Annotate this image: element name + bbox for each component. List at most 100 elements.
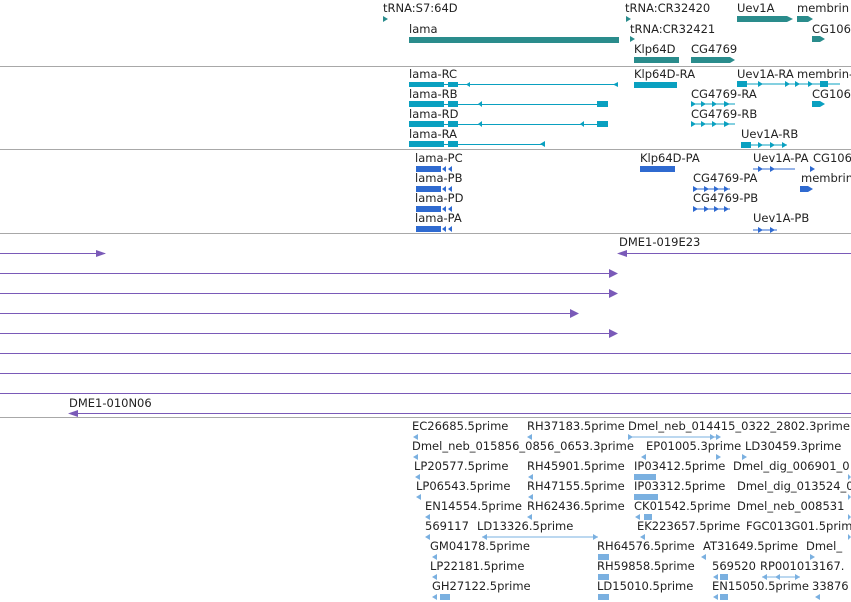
est-EP01005-glyph[interactable] xyxy=(641,454,721,460)
transcript-lama-RC-glyph[interactable] xyxy=(409,82,618,87)
est-label[interactable]: LP20577.5prime xyxy=(414,459,509,473)
protein-Uev1A-PB-glyph[interactable] xyxy=(753,227,777,233)
protein-label[interactable]: CG4769-PB xyxy=(693,191,759,205)
transcript-label[interactable]: lama-RB xyxy=(409,87,458,101)
est-label[interactable]: Dmel_dig_013524_0 xyxy=(737,479,851,493)
est-label[interactable]: RP001013167. xyxy=(760,559,845,573)
gene-Klp64D-bar[interactable] xyxy=(634,57,679,63)
est-label[interactable]: LP22181.5prime xyxy=(430,559,525,573)
est-label[interactable]: 33876 xyxy=(812,579,849,593)
protein-CG106-glyph[interactable] xyxy=(810,166,815,172)
transcript-CG4769-RA-glyph[interactable] xyxy=(691,101,735,107)
est-label[interactable]: LD30459.3prime xyxy=(745,439,842,453)
gene-tRNA-CR32421-glyph[interactable] xyxy=(630,36,635,42)
est-label[interactable]: IP03312.5prime xyxy=(634,479,726,493)
est-EK223657-glyph[interactable] xyxy=(640,534,645,540)
protein-label[interactable]: Klp64D-PA xyxy=(640,151,700,165)
transcript-CG4769-RB-glyph[interactable] xyxy=(691,121,735,127)
transcript-Uev1A-RB-glyph[interactable] xyxy=(741,142,787,148)
protein-lama-PC-glyph[interactable] xyxy=(416,166,452,172)
clone-line-5[interactable] xyxy=(0,329,618,338)
est-RP001013167-glyph[interactable] xyxy=(762,574,800,580)
est-LD15010-glyph[interactable] xyxy=(598,594,609,600)
est-label[interactable]: LD13326.5prime xyxy=(477,519,574,533)
gene-CG4769-bar[interactable] xyxy=(691,57,735,63)
est-label[interactable]: EN15050.5prime xyxy=(712,579,809,593)
est-CK01542-glyph[interactable] xyxy=(635,514,652,520)
est-GM04178-glyph[interactable] xyxy=(432,554,437,560)
protein-label[interactable]: membrin xyxy=(801,171,851,185)
est-label[interactable]: EP01005.3prime xyxy=(646,439,742,453)
protein-lama-PB-glyph[interactable] xyxy=(416,186,452,192)
clone-DME1-010N06-glyph[interactable] xyxy=(68,410,851,417)
protein-lama-PA-glyph[interactable] xyxy=(416,226,452,232)
protein-label[interactable]: CG106 xyxy=(813,151,851,165)
clone-label[interactable]: DME1-019E23 xyxy=(619,235,701,249)
gene-Uev1A-bar[interactable] xyxy=(737,16,793,22)
est-label[interactable]: EN14554.5prime xyxy=(425,499,522,513)
transcript-label[interactable]: lama-RD xyxy=(409,107,459,121)
transcript-label[interactable]: Klp64D-RA xyxy=(634,67,696,81)
transcript-CG106-glyph[interactable] xyxy=(812,101,825,107)
est-AT31649-glyph[interactable] xyxy=(701,554,706,560)
est-label[interactable]: 569117 xyxy=(425,519,469,533)
est-label[interactable]: Dmel_neb_008531 xyxy=(737,499,845,513)
gene-CG106-bar[interactable] xyxy=(812,36,825,42)
protein-label[interactable]: lama-PB xyxy=(415,171,463,185)
protein-label[interactable]: Uev1A-PB xyxy=(753,211,810,225)
est-RH62436-glyph[interactable] xyxy=(527,514,532,520)
est-label[interactable]: GH27122.5prime xyxy=(432,579,531,593)
transcript-label[interactable]: Uev1A-RA xyxy=(737,67,794,81)
clone-DME1-019E23-glyph[interactable] xyxy=(617,250,851,257)
gene-membrin-bar[interactable] xyxy=(797,16,813,22)
protein-CG4769-PA-glyph[interactable] xyxy=(693,186,730,192)
gene-label[interactable]: CG4769 xyxy=(691,42,738,56)
gene-label[interactable]: CG106 xyxy=(812,22,851,36)
protein-label[interactable]: lama-PD xyxy=(415,191,464,205)
est-label[interactable]: RH64576.5prime xyxy=(597,539,695,553)
est-RH37183-glyph[interactable] xyxy=(527,434,532,440)
clone-label[interactable]: DME1-010N06 xyxy=(69,396,152,410)
est-label[interactable]: Dmel_ xyxy=(806,539,843,553)
est-label[interactable]: EC26685.5prime xyxy=(412,419,509,433)
est-LP20577-glyph[interactable] xyxy=(415,474,420,480)
est-label[interactable]: RH47155.5prime xyxy=(527,479,625,493)
transcript-label[interactable]: Uev1A-RB xyxy=(741,127,799,141)
protein-Klp64D-PA-glyph[interactable] xyxy=(640,166,675,172)
est-label[interactable]: LD15010.5prime xyxy=(597,579,694,593)
gene-label[interactable]: Klp64D xyxy=(634,42,676,56)
gene-label[interactable]: tRNA:CR32421 xyxy=(630,22,716,36)
est-RH47155-glyph[interactable] xyxy=(528,494,533,500)
est-EN14554-glyph[interactable] xyxy=(425,514,430,520)
gene-tRNA-CR32420-glyph[interactable] xyxy=(626,16,631,22)
est-RH45901-glyph[interactable] xyxy=(528,474,533,480)
est-LP06543-glyph[interactable] xyxy=(416,494,421,500)
est-label[interactable]: FGC013G01.5prim xyxy=(746,519,851,533)
est-EC26685-glyph[interactable] xyxy=(413,434,418,440)
est-33876-glyph[interactable] xyxy=(815,594,820,600)
est-Dmel-neb-014415-glyph[interactable] xyxy=(628,434,721,440)
protein-label[interactable]: CG4769-PA xyxy=(693,171,758,185)
protein-Uev1A-PA-glyph[interactable] xyxy=(753,166,795,172)
est-label[interactable]: 569520 xyxy=(712,559,756,573)
protein-label[interactable]: lama-PC xyxy=(415,151,463,165)
est-IP03412-glyph[interactable] xyxy=(634,474,656,480)
protein-label[interactable]: Uev1A-PA xyxy=(753,151,809,165)
protein-label[interactable]: lama-PA xyxy=(415,211,462,225)
transcript-label[interactable]: CG106 xyxy=(812,87,851,101)
clone-line-4[interactable] xyxy=(0,309,579,318)
gene-label[interactable]: membrin xyxy=(797,1,849,15)
transcript-membrin-glyph[interactable] xyxy=(795,81,840,87)
gene-label[interactable]: tRNA:CR32420 xyxy=(625,1,711,15)
gene-tRNA-S7-64D-glyph[interactable] xyxy=(383,16,388,22)
protein-membrin-glyph[interactable] xyxy=(800,186,813,192)
transcript-lama-RA-glyph[interactable] xyxy=(409,141,545,147)
transcript-label[interactable]: lama-RA xyxy=(409,127,458,141)
est-EN15050-glyph[interactable] xyxy=(713,594,728,600)
est-LD13326-glyph[interactable] xyxy=(482,534,598,540)
est-label[interactable]: LP06543.5prime xyxy=(416,479,511,493)
gene-label[interactable]: Uev1A xyxy=(737,1,775,15)
gene-lama-bar[interactable] xyxy=(409,37,619,43)
transcript-label[interactable]: CG4769-RA xyxy=(691,87,757,101)
clone-line-1[interactable] xyxy=(0,250,106,257)
